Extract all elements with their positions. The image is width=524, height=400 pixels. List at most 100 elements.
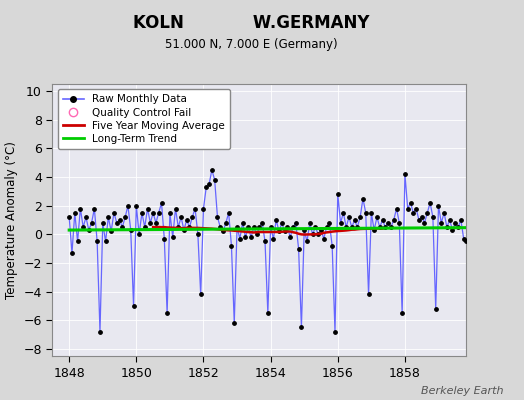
- Point: [292, 220, 300, 226]
- Point: [376, 224, 384, 230]
- Point: [272, 217, 280, 223]
- Point: [199, 205, 208, 212]
- Point: [188, 214, 196, 220]
- Point: [191, 205, 199, 212]
- Point: [82, 214, 90, 220]
- Point: [398, 310, 406, 316]
- Point: [211, 177, 219, 183]
- Point: [359, 195, 367, 202]
- Point: [409, 210, 418, 216]
- Point: [387, 224, 395, 230]
- Point: [264, 310, 272, 316]
- Point: [76, 205, 84, 212]
- Point: [309, 231, 317, 238]
- Point: [101, 238, 110, 245]
- Point: [389, 217, 398, 223]
- Point: [342, 224, 351, 230]
- Point: [443, 224, 451, 230]
- Point: [146, 220, 155, 226]
- Point: [305, 220, 314, 226]
- Point: [432, 306, 440, 312]
- Point: [356, 214, 364, 220]
- Point: [311, 224, 320, 230]
- Point: [65, 214, 73, 220]
- Point: [157, 200, 166, 206]
- Point: [249, 224, 258, 230]
- Point: [364, 291, 373, 298]
- Point: [115, 217, 124, 223]
- Point: [155, 210, 163, 216]
- Point: [73, 238, 82, 245]
- Point: [347, 224, 356, 230]
- Point: [449, 227, 457, 233]
- Point: [418, 214, 426, 220]
- Point: [182, 217, 191, 223]
- Point: [401, 171, 409, 177]
- Point: [110, 210, 118, 216]
- Point: [149, 210, 157, 216]
- Point: [71, 210, 79, 216]
- Point: [224, 210, 233, 216]
- Point: [437, 220, 445, 226]
- Point: [370, 227, 378, 233]
- Point: [202, 184, 211, 190]
- Point: [423, 210, 431, 216]
- Point: [297, 324, 305, 330]
- Point: [322, 224, 331, 230]
- Point: [255, 224, 264, 230]
- Point: [345, 214, 353, 220]
- Point: [233, 224, 241, 230]
- Point: [138, 210, 146, 216]
- Point: [171, 205, 180, 212]
- Point: [384, 220, 392, 226]
- Point: [196, 291, 205, 298]
- Point: [300, 227, 309, 233]
- Point: [403, 205, 412, 212]
- Point: [219, 228, 227, 235]
- Point: [445, 217, 454, 223]
- Point: [222, 220, 230, 226]
- Point: [381, 224, 389, 230]
- Point: [325, 220, 334, 226]
- Point: [395, 220, 403, 226]
- Point: [336, 220, 345, 226]
- Point: [180, 227, 188, 233]
- Point: [314, 231, 322, 238]
- Point: [289, 224, 297, 230]
- Point: [331, 328, 339, 335]
- Point: [429, 214, 437, 220]
- Point: [79, 224, 88, 230]
- Point: [339, 210, 347, 216]
- Point: [118, 224, 126, 230]
- Point: [169, 234, 177, 240]
- Point: [140, 224, 149, 230]
- Point: [457, 217, 465, 223]
- Point: [160, 236, 169, 242]
- Point: [135, 231, 143, 238]
- Point: [266, 224, 275, 230]
- Point: [258, 220, 266, 226]
- Point: [353, 224, 362, 230]
- Text: KOLN            W.GERMANY: KOLN W.GERMANY: [133, 14, 370, 32]
- Point: [236, 236, 244, 242]
- Y-axis label: Temperature Anomaly (°C): Temperature Anomaly (°C): [5, 141, 18, 299]
- Text: 51.000 N, 7.000 E (Germany): 51.000 N, 7.000 E (Germany): [165, 38, 338, 51]
- Point: [124, 202, 132, 209]
- Point: [378, 217, 387, 223]
- Point: [227, 242, 236, 249]
- Point: [414, 217, 423, 223]
- Point: [420, 220, 429, 226]
- Point: [84, 227, 93, 233]
- Point: [205, 181, 213, 188]
- Point: [434, 202, 443, 209]
- Point: [216, 224, 224, 230]
- Point: [462, 238, 471, 245]
- Point: [320, 236, 328, 242]
- Point: [269, 236, 278, 242]
- Point: [275, 228, 283, 235]
- Text: Berkeley Earth: Berkeley Earth: [421, 386, 503, 396]
- Point: [283, 224, 291, 230]
- Point: [286, 234, 294, 240]
- Point: [440, 210, 449, 216]
- Point: [68, 250, 76, 256]
